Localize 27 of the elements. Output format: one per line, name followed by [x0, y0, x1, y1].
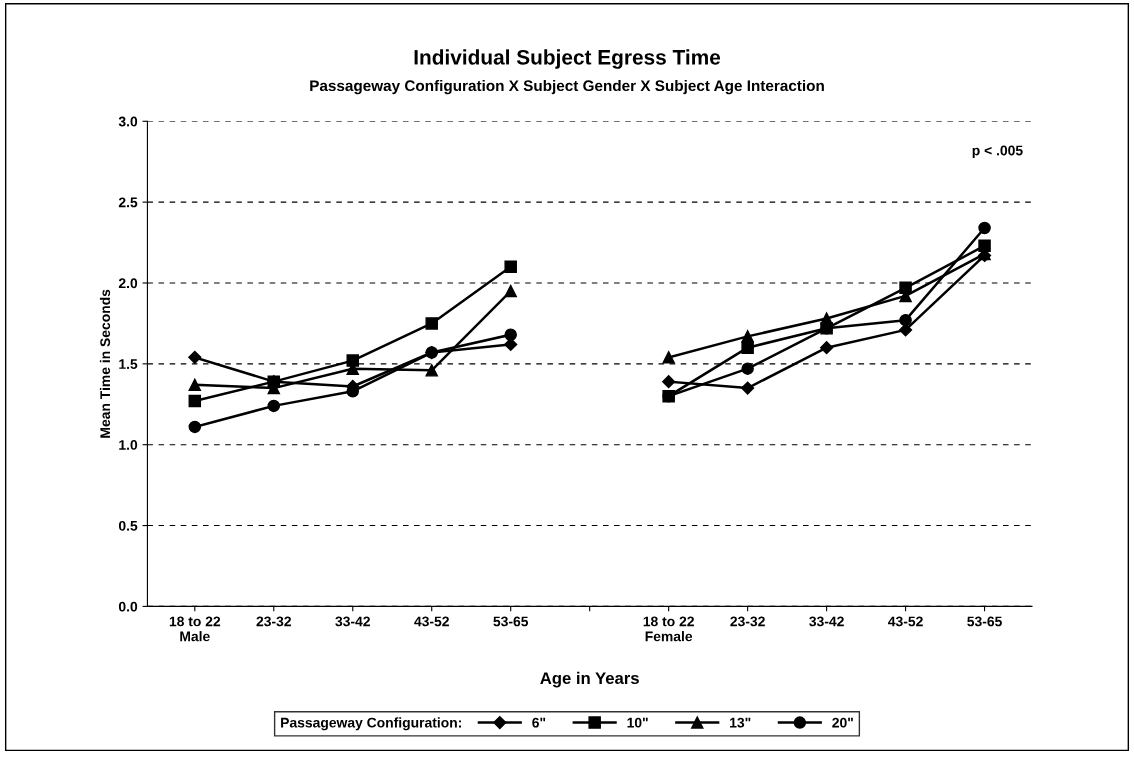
x-tick-label: 18 to 22 Female [643, 616, 694, 642]
y-tick-label: 1.5 [119, 359, 138, 370]
x-tick-label: 33-42 [335, 616, 370, 627]
y-tick-label: 1.0 [119, 440, 138, 450]
x-tick-label: 43-52 [888, 616, 923, 627]
legend-label: 6" [532, 717, 546, 728]
y-tick-label: 2.5 [118, 197, 138, 208]
y-axis-title: Mean Time in Seconds [99, 289, 111, 438]
x-tick-label: 18 to 22 Male [169, 616, 221, 642]
legend-title: Passageway Configuration: [281, 717, 461, 731]
x-tick-label: 43-52 [414, 616, 449, 627]
chart-title: Individual Subject Egress Time [414, 49, 721, 69]
y-tick-label: 0.5 [118, 520, 138, 531]
x-tick-label: 23-32 [730, 616, 765, 627]
x-axis-title: Age in Years [540, 671, 639, 688]
legend-label: 20" [832, 717, 853, 728]
y-tick-label: 0.0 [118, 601, 138, 612]
annotation: p < .005 [972, 145, 1023, 159]
y-tick-label: 3.0 [118, 116, 138, 127]
x-tick-label: 53-65 [493, 616, 529, 627]
x-tick-label: 33-42 [809, 616, 844, 627]
legend-label: 13" [730, 717, 751, 728]
x-tick-label: 23-32 [256, 616, 291, 627]
legend-label: 10" [627, 717, 648, 728]
chart-subtitle: Passageway Configuration X Subject Gender X Subject Age Interaction [310, 79, 824, 95]
x-tick-label: 53-65 [967, 616, 1002, 627]
y-tick-label: 2.0 [118, 278, 138, 289]
